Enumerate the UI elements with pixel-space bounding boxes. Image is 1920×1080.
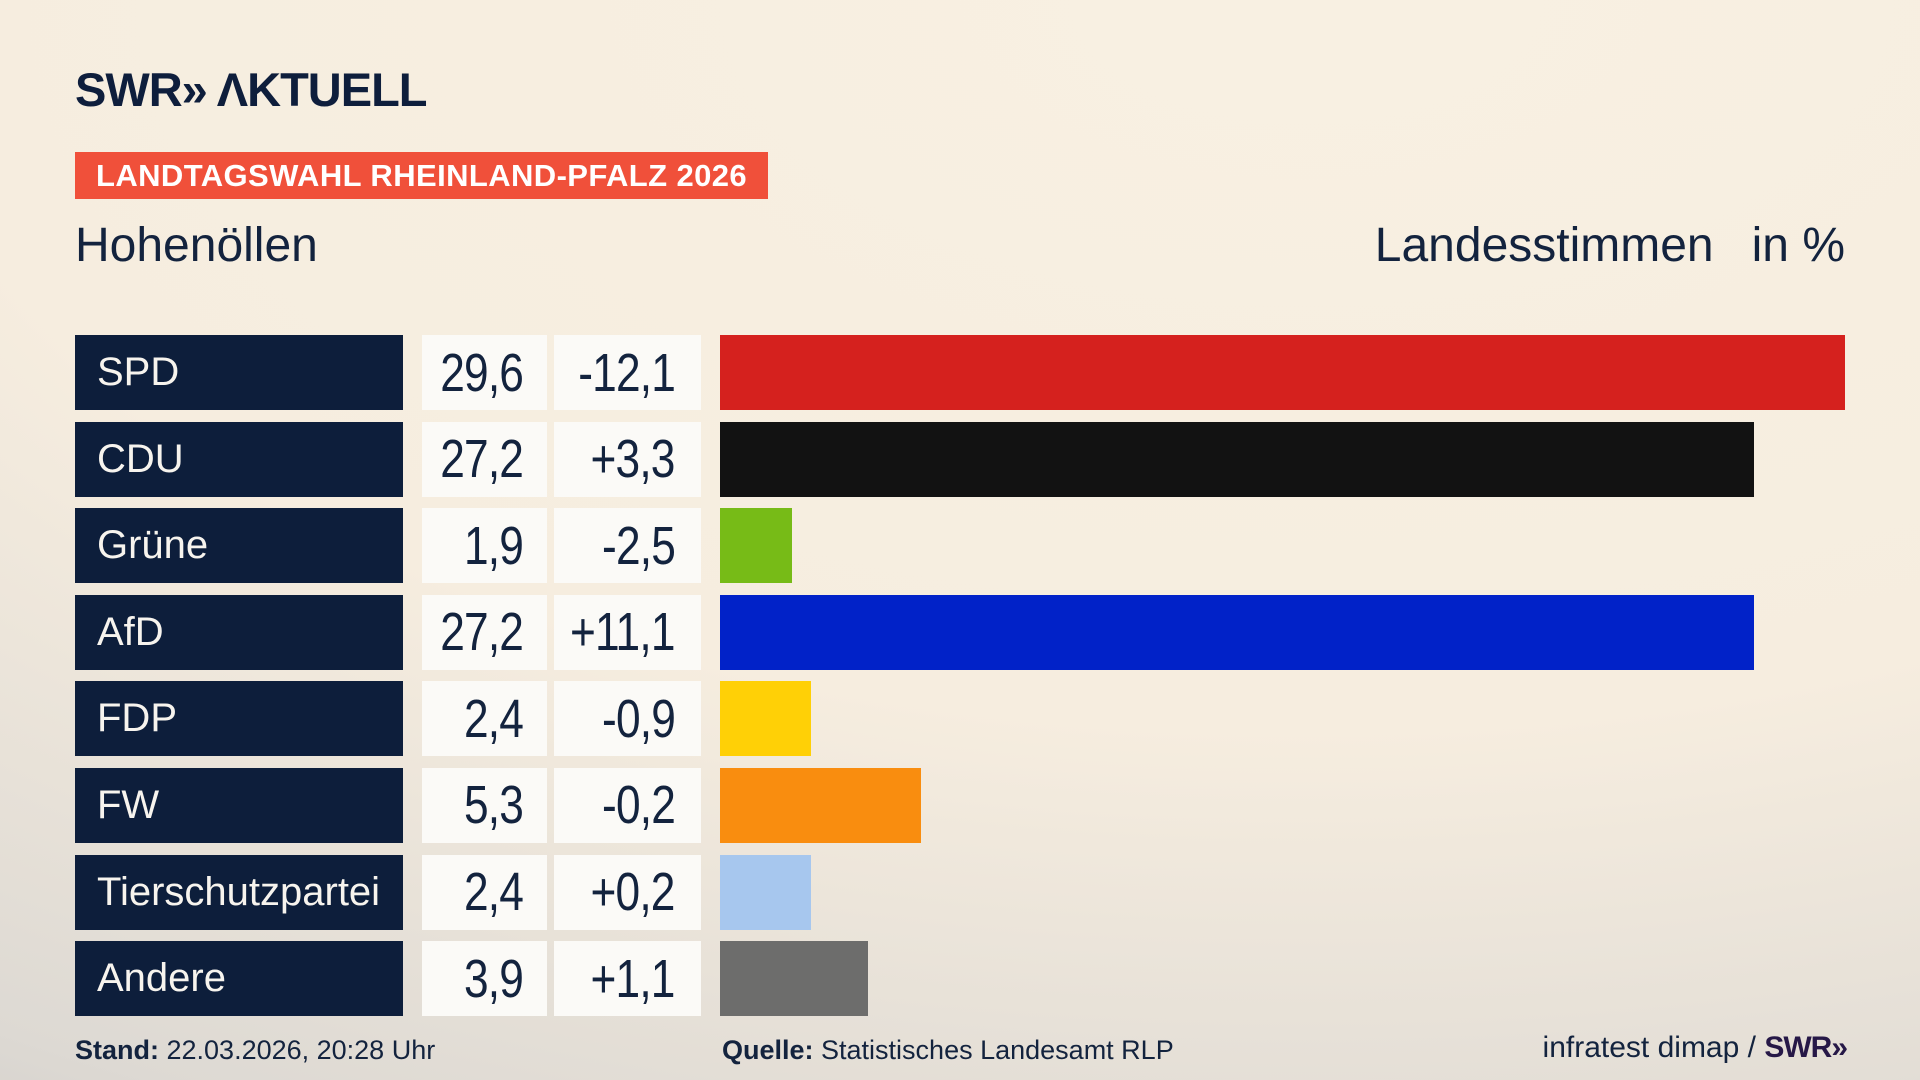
party-label-cell: Andere: [75, 941, 403, 1017]
diff-cell: +0,2: [554, 854, 701, 930]
value-text: 29,6: [440, 342, 524, 403]
stand-value: 22.03.2026, 20:28 Uhr: [159, 1035, 436, 1065]
value-cell: 27,2: [422, 594, 547, 670]
diff-cell: -2,5: [554, 508, 701, 584]
diff-text: -0,2: [601, 775, 676, 836]
party-label-cell: CDU: [75, 421, 403, 497]
election-banner: LANDTAGSWAHL RHEINLAND-PFALZ 2026: [75, 152, 769, 199]
diff-text: +1,1: [590, 948, 676, 1009]
result-row: Tierschutzpartei 2,4 +0,2: [75, 854, 1845, 930]
value-cell: 5,3: [422, 767, 547, 843]
double-chevron-icon: »: [181, 63, 208, 116]
value-text: 27,2: [440, 602, 524, 663]
value-text: 5,3: [463, 775, 524, 836]
bar-area: [720, 767, 1845, 843]
result-row: FW 5,3 -0,2: [75, 767, 1845, 843]
swr-aktuell-logo: SWR» ΛKTUELL: [75, 62, 428, 117]
bar-area: [720, 421, 1845, 497]
diff-cell: -12,1: [554, 335, 701, 410]
stand-label: Stand:: [75, 1035, 159, 1065]
diff-text: -2,5: [601, 515, 676, 576]
diff-text: +11,1: [570, 602, 675, 663]
chart-header: Hohenöllen Landesstimmen in %: [75, 218, 1845, 274]
credit-text: infratest dimap / SWR»: [1542, 1031, 1848, 1065]
value-cell: 27,2: [422, 421, 547, 497]
value-cell: 1,9: [422, 508, 547, 584]
measure-label: Landesstimmen: [1374, 219, 1714, 272]
diff-text: -12,1: [578, 342, 676, 403]
result-bar: [720, 594, 1754, 670]
quelle-value: Statistisches Landesamt RLP: [813, 1035, 1174, 1065]
diff-text: -0,9: [601, 688, 676, 749]
bar-area: [720, 594, 1845, 670]
result-row: FDP 2,4 -0,9: [75, 681, 1845, 757]
bar-area: [720, 941, 1845, 1017]
result-row: SPD 29,6 -12,1: [75, 335, 1845, 410]
diff-cell: +1,1: [554, 941, 701, 1017]
value-text: 2,4: [463, 688, 524, 749]
party-label-cell: SPD: [75, 335, 403, 410]
result-bar: [720, 681, 812, 757]
double-chevron-icon: »: [1831, 1031, 1848, 1064]
value-text: 27,2: [440, 429, 524, 490]
credit-institute: infratest dimap /: [1542, 1031, 1765, 1064]
value-cell: 2,4: [422, 681, 547, 757]
result-bar: [720, 335, 1845, 410]
bar-area: [720, 335, 1845, 410]
party-label-cell: Grüne: [75, 508, 403, 584]
diff-cell: +3,3: [554, 421, 701, 497]
result-row: Andere 3,9 +1,1: [75, 941, 1845, 1017]
party-label-cell: Tierschutzpartei: [75, 854, 403, 930]
bar-area: [720, 681, 1845, 757]
value-text: 3,9: [463, 948, 524, 1009]
quelle-label: Quelle:: [722, 1035, 814, 1065]
bar-area: [720, 854, 1845, 930]
swr-logo-text: SWR: [75, 63, 183, 116]
diff-text: +3,3: [590, 429, 676, 490]
value-text: 1,9: [463, 515, 524, 576]
result-row: AfD 27,2 +11,1: [75, 594, 1845, 670]
diff-cell: +11,1: [554, 594, 701, 670]
swr-logo-footer: SWR»: [1764, 1031, 1848, 1064]
party-label-cell: FW: [75, 767, 403, 843]
stand-text: Stand: 22.03.2026, 20:28 Uhr: [75, 1035, 435, 1066]
value-text: 2,4: [463, 862, 524, 923]
results-table: SPD 29,6 -12,1 CDU 27,2 +3,3 Grüne 1,9 -…: [75, 335, 1845, 1017]
region-title: Hohenöllen: [75, 219, 318, 272]
result-row: Grüne 1,9 -2,5: [75, 508, 1845, 584]
party-label-cell: FDP: [75, 681, 403, 757]
result-bar: [720, 767, 922, 843]
diff-text: +0,2: [590, 862, 676, 923]
footer: Stand: 22.03.2026, 20:28 Uhr Quelle: Sta…: [75, 1031, 1848, 1071]
aktuell-logo-text: ΛKTUELL: [216, 63, 428, 116]
party-label-cell: AfD: [75, 594, 403, 670]
value-cell: 3,9: [422, 941, 547, 1017]
value-cell: 29,6: [422, 335, 547, 410]
result-bar: [720, 508, 793, 584]
result-row: CDU 27,2 +3,3: [75, 421, 1845, 497]
unit-label: in %: [1751, 219, 1845, 272]
result-bar: [720, 941, 869, 1017]
value-cell: 2,4: [422, 854, 547, 930]
bar-area: [720, 508, 1845, 584]
measure-title: Landesstimmen in %: [1375, 218, 1845, 273]
swr-footer-text: SWR: [1764, 1031, 1832, 1064]
result-bar: [720, 421, 1754, 497]
quelle-text: Quelle: Statistisches Landesamt RLP: [722, 1035, 1174, 1066]
diff-cell: -0,9: [554, 681, 701, 757]
diff-cell: -0,2: [554, 767, 701, 843]
result-bar: [720, 854, 812, 930]
